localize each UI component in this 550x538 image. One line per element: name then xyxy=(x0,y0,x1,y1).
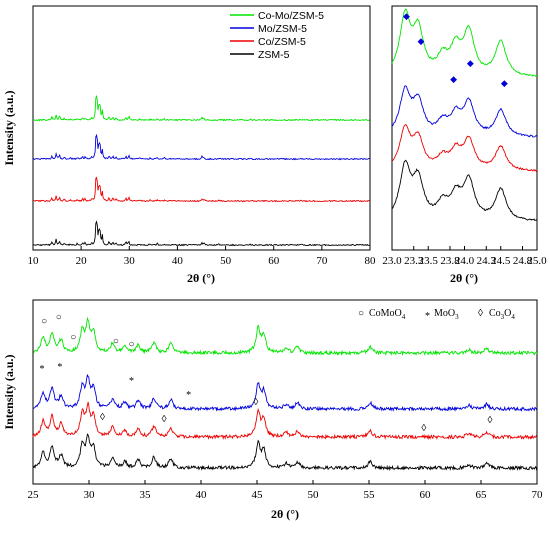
xtick-label: 24.3 xyxy=(477,255,497,267)
xtick-label: 45 xyxy=(252,489,264,501)
legend-moo-symbol: * xyxy=(425,311,430,322)
series-line-co-zsm-5 xyxy=(32,401,538,441)
phase-marker: * xyxy=(129,376,134,387)
xtick-label: 60 xyxy=(268,255,280,267)
xtick-label: 70 xyxy=(532,489,544,501)
series-line-co-mo-zsm-5 xyxy=(32,316,538,357)
phase-marker: * xyxy=(186,390,191,401)
series-line-co-mo-zsm-5 xyxy=(32,94,370,122)
legend-coo-label: Co3O4 xyxy=(489,308,515,321)
series-line-co-zsm-5 xyxy=(391,123,538,173)
xtick-label: 24.5 xyxy=(491,255,511,267)
legend-moo-text: MoO xyxy=(434,308,455,319)
phase-marker: ○ xyxy=(70,332,76,343)
phase-marker: ○ xyxy=(113,336,119,347)
series-line-zsm-5 xyxy=(391,159,538,221)
series-line-co-zsm-5 xyxy=(32,176,370,203)
series-line-mo-zsm-5 xyxy=(391,85,538,138)
panel-left-frame xyxy=(32,5,371,251)
xtick-label: 23.0 xyxy=(382,255,402,267)
xtick-label: 65 xyxy=(476,489,488,501)
xtick-label: 25.0 xyxy=(527,255,547,267)
left-ylabel: Intensity (a.u.) xyxy=(2,90,16,165)
legend-cmo-symbol: ○ xyxy=(358,308,364,319)
phase-marker: ○ xyxy=(41,316,47,327)
xtick-label: 10 xyxy=(28,255,40,267)
xtick-label: 70 xyxy=(316,255,328,267)
legend-cmo-label: CoMoO4 xyxy=(369,308,406,321)
right-xlabel: 2θ (°) xyxy=(450,271,478,285)
legend-label-mo: Mo/ZSM-5 xyxy=(258,23,307,35)
phase-marker: ◊ xyxy=(421,423,426,434)
xtick-label: 40 xyxy=(196,489,208,501)
phase-marker: ◊ xyxy=(100,412,105,423)
series-line-co-mo-zsm-5 xyxy=(391,8,538,77)
xtick-label: 24.0 xyxy=(455,255,475,267)
legend-left: Co-Mo/ZSM-5 Mo/ZSM-5 Co/ZSM-5 ZSM-5 xyxy=(230,10,324,61)
xtick-label: 23.8 xyxy=(440,255,460,267)
series-line-zsm-5 xyxy=(32,433,538,472)
xtick-label: 60 xyxy=(420,489,432,501)
legend-cmo-text: CoMoO xyxy=(369,308,402,319)
legend-coo-sub: 4 xyxy=(511,313,515,321)
peak-marker: ◆ xyxy=(418,37,425,47)
xtick-label: 80 xyxy=(365,255,377,267)
xtick-label: 23.5 xyxy=(419,255,439,267)
series-line-zsm-5 xyxy=(32,220,370,247)
xtick-label: 50 xyxy=(220,255,232,267)
panel-bottom: 25 30 35 40 45 50 55 60 65 70 ○ ○ ○ ○ ○ * * * * ◊ ◊ ◊ ◊ ◊ xyxy=(28,312,544,501)
phase-marker: * xyxy=(57,362,62,373)
phase-marker: ○ xyxy=(129,339,135,350)
legend-label-co-mo: Co-Mo/ZSM-5 xyxy=(258,10,324,22)
xtick-label: 35 xyxy=(140,489,152,501)
xtick-label: 23.3 xyxy=(404,255,424,267)
legend-cmo-sub: 4 xyxy=(402,313,406,321)
legend-coo-symbol: ◊ xyxy=(478,308,483,319)
legend-moo-label: MoO3 xyxy=(434,308,459,321)
phase-marker: ◊ xyxy=(162,414,167,425)
panel-bottom-frame xyxy=(32,299,538,485)
phase-marker: * xyxy=(39,364,44,375)
panel-right: 23.0 23.323.5 23.824.0 24.324.5 24.825.0 ◆ ◆ ◆ ◆… xyxy=(382,8,547,267)
panel-right-frame xyxy=(391,5,538,251)
left-xlabel: 2θ (°) xyxy=(187,271,215,285)
legend-label-zsm: ZSM-5 xyxy=(258,49,290,61)
xtick-label: 30 xyxy=(84,489,96,501)
legend-coo-sub2: 3 xyxy=(501,313,505,321)
peak-marker: ◆ xyxy=(501,79,508,89)
phase-marker: ○ xyxy=(56,312,62,323)
phase-marker: ◊ xyxy=(253,397,258,408)
xtick-label: 55 xyxy=(364,489,376,501)
xtick-label: 50 xyxy=(308,489,320,501)
peak-marker: ◆ xyxy=(467,59,474,69)
legend-moo-sub: 3 xyxy=(455,313,459,321)
legend-label-co: Co/ZSM-5 xyxy=(258,36,306,48)
xtick-label: 30 xyxy=(124,255,136,267)
bottom-xlabel: 2θ (°) xyxy=(271,507,299,521)
xtick-label: 24.8 xyxy=(513,255,533,267)
series-line-mo-zsm-5 xyxy=(32,374,538,413)
xtick-label: 40 xyxy=(172,255,184,267)
xtick-label: 25 xyxy=(28,489,40,501)
phase-marker: ◊ xyxy=(487,415,492,426)
legend-bottom: ○ CoMoO4 * MoO3 ◊ Co3O4 xyxy=(358,308,515,322)
legend-coo-text: Co xyxy=(489,308,501,319)
panel-left: 10 20 30 40 50 60 70 80 xyxy=(28,94,377,267)
series-line-mo-zsm-5 xyxy=(32,133,370,161)
peak-marker: ◆ xyxy=(403,12,410,22)
peak-marker: ◆ xyxy=(450,75,457,85)
xtick-label: 20 xyxy=(76,255,88,267)
legend-coo-text2: O xyxy=(504,308,511,319)
bottom-ylabel: Intensity (a.u.) xyxy=(2,354,16,429)
